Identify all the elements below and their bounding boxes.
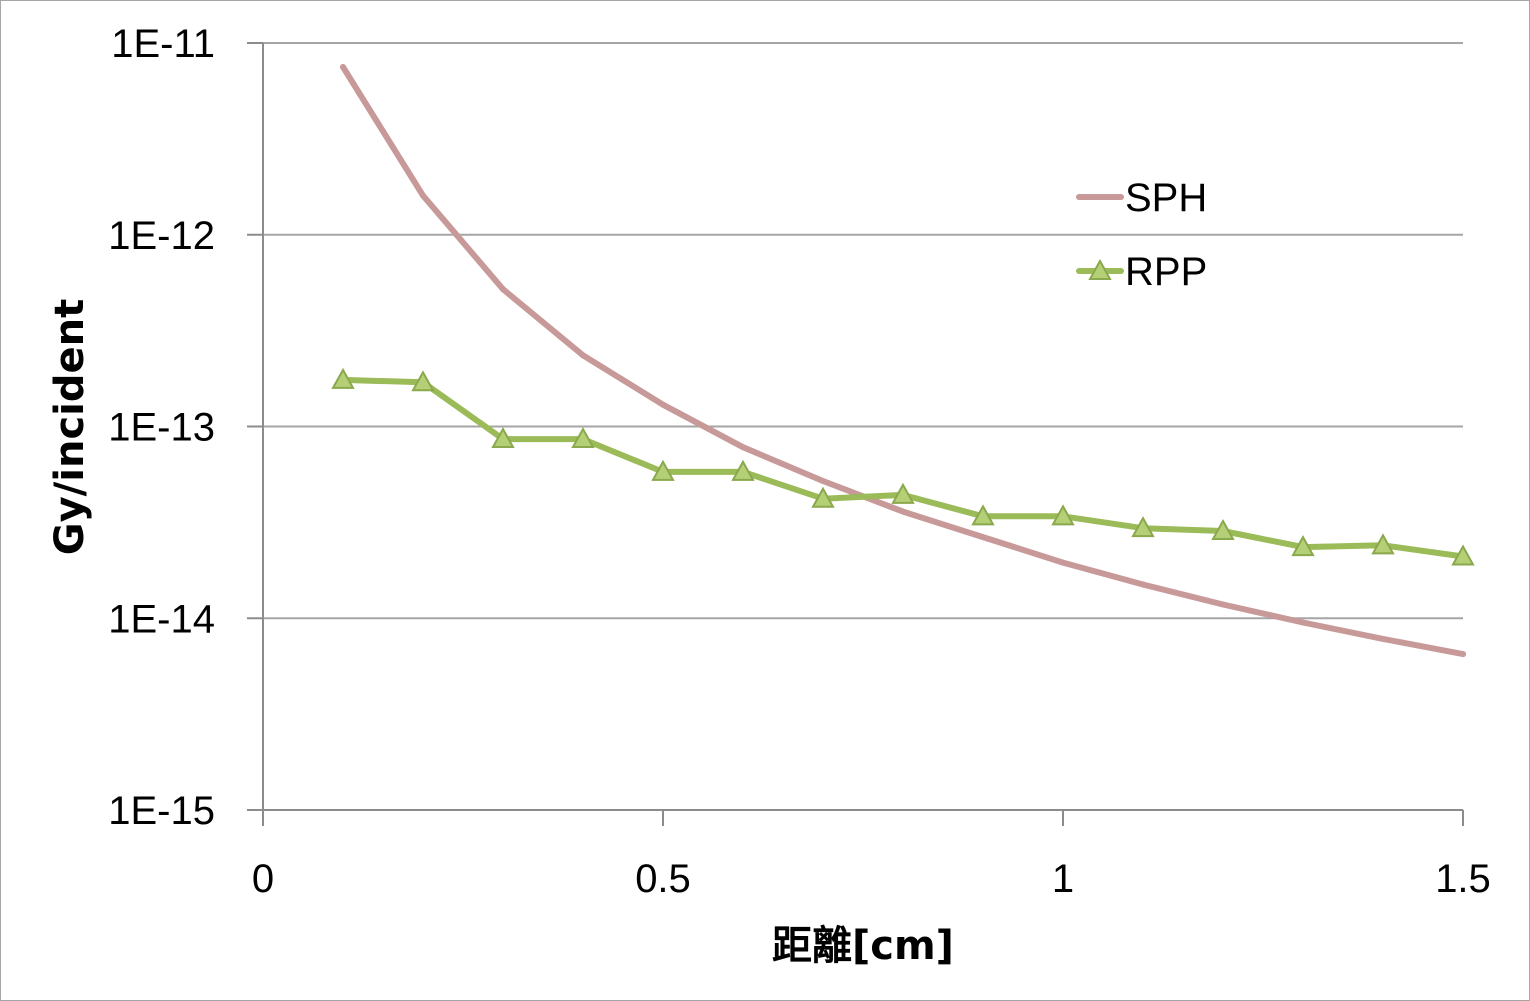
data-point-sph: [420, 192, 426, 199]
data-point-sph: [900, 508, 906, 515]
data-point-rpp: [731, 459, 755, 481]
x-tick-label: 0.5: [635, 857, 691, 901]
tick-labels: 1E-11 1E-12 1E-13 1E-14 1E-15 0 0.5 1 1.5: [108, 22, 1491, 901]
data-point-sph: [980, 534, 986, 541]
data-point-rpp: [1131, 516, 1155, 538]
series-line-rpp: [340, 376, 1466, 560]
data-point-sph: [660, 401, 666, 408]
data-point-sph: [740, 444, 746, 451]
x-axis-title: 距離[cm]: [772, 923, 954, 969]
data-point-sph: [1380, 635, 1386, 642]
legend-label-sph: SPH: [1125, 176, 1207, 220]
legend-marker-rpp: [1088, 258, 1112, 280]
data-point-rpp: [411, 370, 435, 392]
data-point-sph: [1300, 619, 1306, 626]
data-point-rpp: [571, 427, 595, 449]
x-tick-label: 0: [252, 857, 274, 901]
series-line-sph: [340, 64, 1466, 658]
data-point-rpp: [971, 504, 995, 526]
series-markers: [331, 63, 1475, 658]
data-point-rpp: [891, 482, 915, 504]
data-point-rpp: [1451, 544, 1475, 566]
data-point-rpp: [1291, 535, 1315, 557]
data-point-rpp: [651, 459, 675, 481]
x-tick-label: 1.5: [1435, 857, 1491, 901]
gridlines: [263, 42, 1463, 620]
axes: [247, 42, 1464, 826]
series-lines: [340, 64, 1466, 658]
data-point-sph: [1460, 651, 1466, 658]
data-point-sph: [340, 63, 346, 70]
y-axis-title: Gy/incident: [47, 299, 93, 555]
data-point-rpp: [491, 427, 515, 449]
y-tick-label: 1E-11: [111, 22, 215, 66]
y-tick-label: 1E-14: [108, 597, 215, 641]
y-tick-label: 1E-13: [108, 406, 215, 450]
data-point-sph: [1140, 581, 1146, 588]
y-tick-label: 1E-15: [108, 789, 215, 833]
data-point-sph: [820, 477, 826, 484]
data-point-sph: [1220, 601, 1226, 608]
legend-label-rpp: RPP: [1125, 250, 1207, 294]
data-point-rpp: [1051, 504, 1075, 526]
legend: SPH RPP: [1076, 176, 1207, 294]
y-tick-label: 1E-12: [108, 214, 215, 258]
data-point-rpp: [1211, 518, 1235, 541]
data-point-rpp: [811, 486, 835, 508]
data-point-rpp: [331, 367, 355, 389]
data-point-sph: [500, 286, 506, 293]
data-point-sph: [580, 352, 586, 359]
data-point-rpp: [1371, 533, 1395, 555]
x-tick-label: 1: [1052, 857, 1074, 901]
data-point-sph: [1060, 559, 1066, 566]
